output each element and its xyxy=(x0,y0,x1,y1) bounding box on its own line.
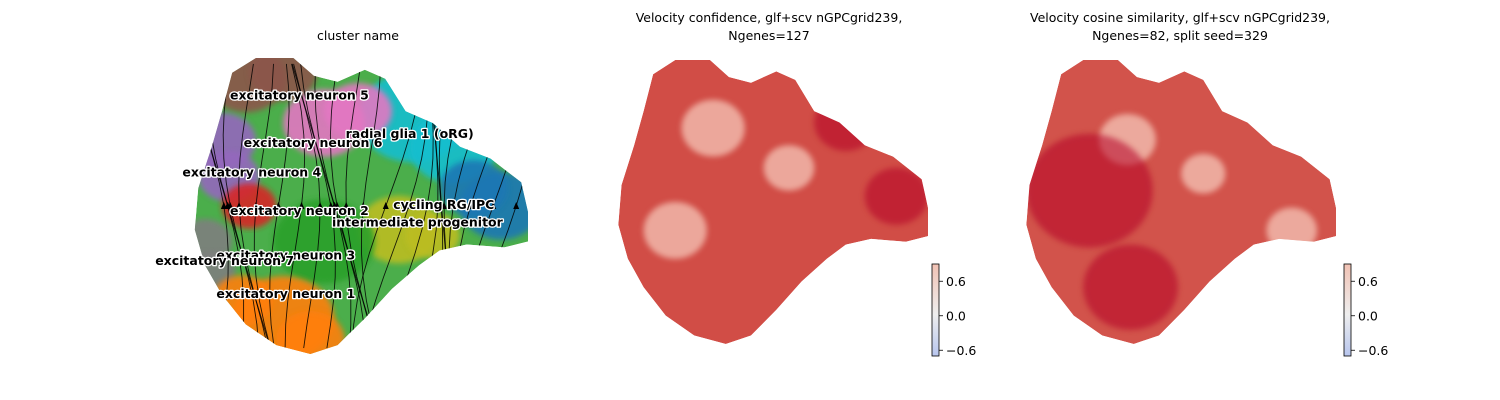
confidence-colorbar: 0.6 0.0 −0.6 xyxy=(931,263,976,358)
colorbar-tick-label: 0.0 xyxy=(1358,308,1378,323)
cluster-region xyxy=(439,160,508,217)
cluster-label: intermediate progenitor xyxy=(332,215,504,230)
colorbar-tick-label: 0.6 xyxy=(1358,274,1378,289)
cluster-label: radial glia 1 (oRG) xyxy=(346,126,474,141)
streamline-arrow xyxy=(490,202,497,209)
colorbar-tick-label: 0.6 xyxy=(946,274,966,289)
cluster-region xyxy=(222,183,277,229)
colorbar-tick-label: −0.6 xyxy=(1358,343,1388,358)
cluster-panel: cluster name excitatory neuron 5 radial g… xyxy=(154,28,529,354)
low-value-region xyxy=(763,145,815,191)
cluster-region xyxy=(276,311,345,354)
streamline-arrow xyxy=(275,202,282,209)
cluster-panel-title: cluster name xyxy=(317,28,399,43)
cluster-label: excitatory neuron 5 xyxy=(230,87,369,102)
cosine-title-line-1: Velocity cosine similarity, glf+scv nGPC… xyxy=(1030,10,1330,25)
streamline-arrow xyxy=(227,202,234,209)
streamline-arrow xyxy=(236,202,243,209)
streamline-arrow xyxy=(360,202,367,209)
cluster-label: excitatory neuron 3 xyxy=(216,247,355,262)
streamline-arrow xyxy=(450,202,457,209)
confidence-points xyxy=(618,60,928,344)
low-value-region xyxy=(1181,153,1226,194)
streamline-arrow xyxy=(382,202,389,209)
streamline-arrow xyxy=(424,202,431,209)
cosine-colorbar: 0.6 0.0 −0.6 xyxy=(1343,263,1388,358)
confidence-title-line-1: Velocity confidence, glf+scv nGPCgrid239… xyxy=(636,10,903,25)
high-value-region xyxy=(814,94,878,151)
velocity-confidence-panel: Velocity confidence, glf+scv nGPCgrid239… xyxy=(618,10,976,358)
cluster-label: excitatory neuron 1 xyxy=(216,286,355,301)
cluster-label: excitatory neuron 4 xyxy=(182,164,321,179)
cluster-label: excitatory neuron 2 xyxy=(230,203,369,218)
cosine-title-line-2: Ngenes=82, split seed=329 xyxy=(1092,28,1268,43)
streamline-arrow xyxy=(343,202,350,209)
streamline-arrow xyxy=(513,202,520,209)
cosine-similarity-panel: Velocity cosine similarity, glf+scv nGPC… xyxy=(1026,10,1388,358)
streamline-arrow xyxy=(405,202,412,209)
cluster-region xyxy=(405,213,460,259)
streamline-arrow xyxy=(317,202,324,209)
high-value-region xyxy=(1026,133,1153,248)
low-value-region xyxy=(681,99,745,157)
streamline-arrow xyxy=(298,202,305,209)
streamline-arrow xyxy=(441,202,448,209)
cluster-label: excitatory neuron 6 xyxy=(244,135,383,150)
cosine-points xyxy=(1026,60,1336,344)
streamline-arrow xyxy=(334,202,341,209)
cluster-region xyxy=(273,199,375,284)
cluster-label: cycling RG/IPC xyxy=(393,197,494,212)
colorbar-scale xyxy=(931,263,940,357)
confidence-title-line-2: Ngenes=127 xyxy=(728,28,809,43)
cluster-label: excitatory neuron 7 xyxy=(155,253,294,268)
high-value-region xyxy=(864,167,928,225)
colorbar-scale xyxy=(1343,263,1352,357)
low-value-region xyxy=(643,202,707,259)
streamline-arrow xyxy=(467,202,474,209)
streamline-arrow xyxy=(252,202,259,209)
colorbar-tick-label: −0.6 xyxy=(946,343,976,358)
high-value-region xyxy=(1083,244,1178,330)
low-value-region xyxy=(1266,207,1318,254)
colorbar-tick-label: 0.0 xyxy=(946,308,966,323)
